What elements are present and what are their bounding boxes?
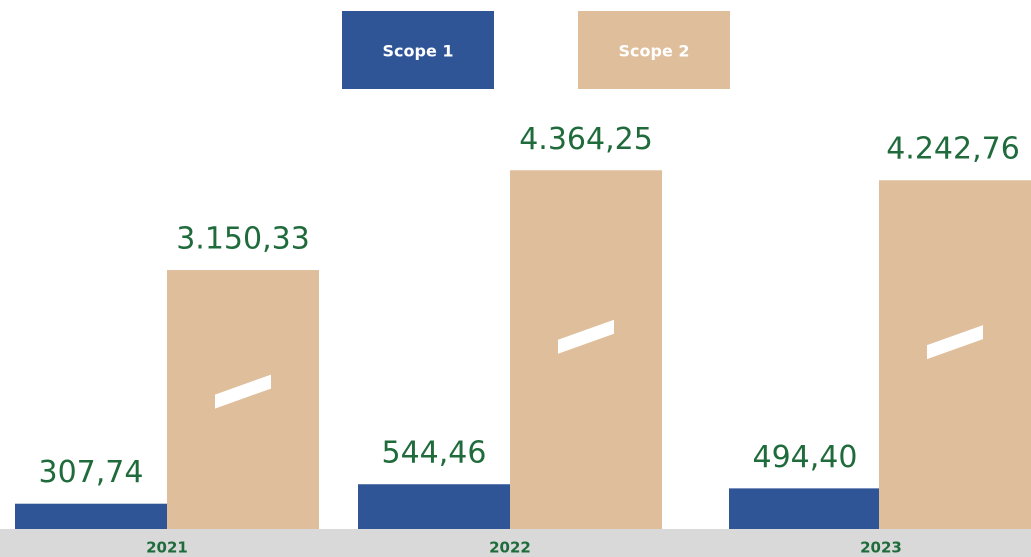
data-label: 307,74 — [39, 455, 144, 490]
bar — [729, 488, 881, 529]
legend-label: Scope 1 — [382, 42, 453, 61]
break-mark — [927, 325, 983, 360]
bar — [510, 170, 662, 529]
break-mark — [215, 374, 271, 409]
legend-label: Scope 2 — [618, 42, 689, 61]
data-label: 3.150,33 — [176, 222, 310, 257]
data-label: 544,46 — [382, 436, 487, 471]
bar — [879, 180, 1031, 530]
legend-swatch — [342, 11, 494, 89]
legend-swatch — [578, 11, 730, 89]
bar — [15, 503, 167, 529]
bar — [167, 270, 319, 529]
data-label: 4.242,76 — [886, 132, 1020, 167]
x-tick-label: 2023 — [860, 539, 902, 557]
data-label: 494,40 — [753, 440, 858, 475]
category-band — [0, 529, 1031, 557]
x-tick-label: 2022 — [489, 539, 531, 557]
x-tick-label: 2021 — [146, 539, 188, 557]
data-label: 4.364,25 — [519, 122, 653, 157]
break-mark — [558, 319, 614, 354]
bar — [358, 484, 510, 529]
